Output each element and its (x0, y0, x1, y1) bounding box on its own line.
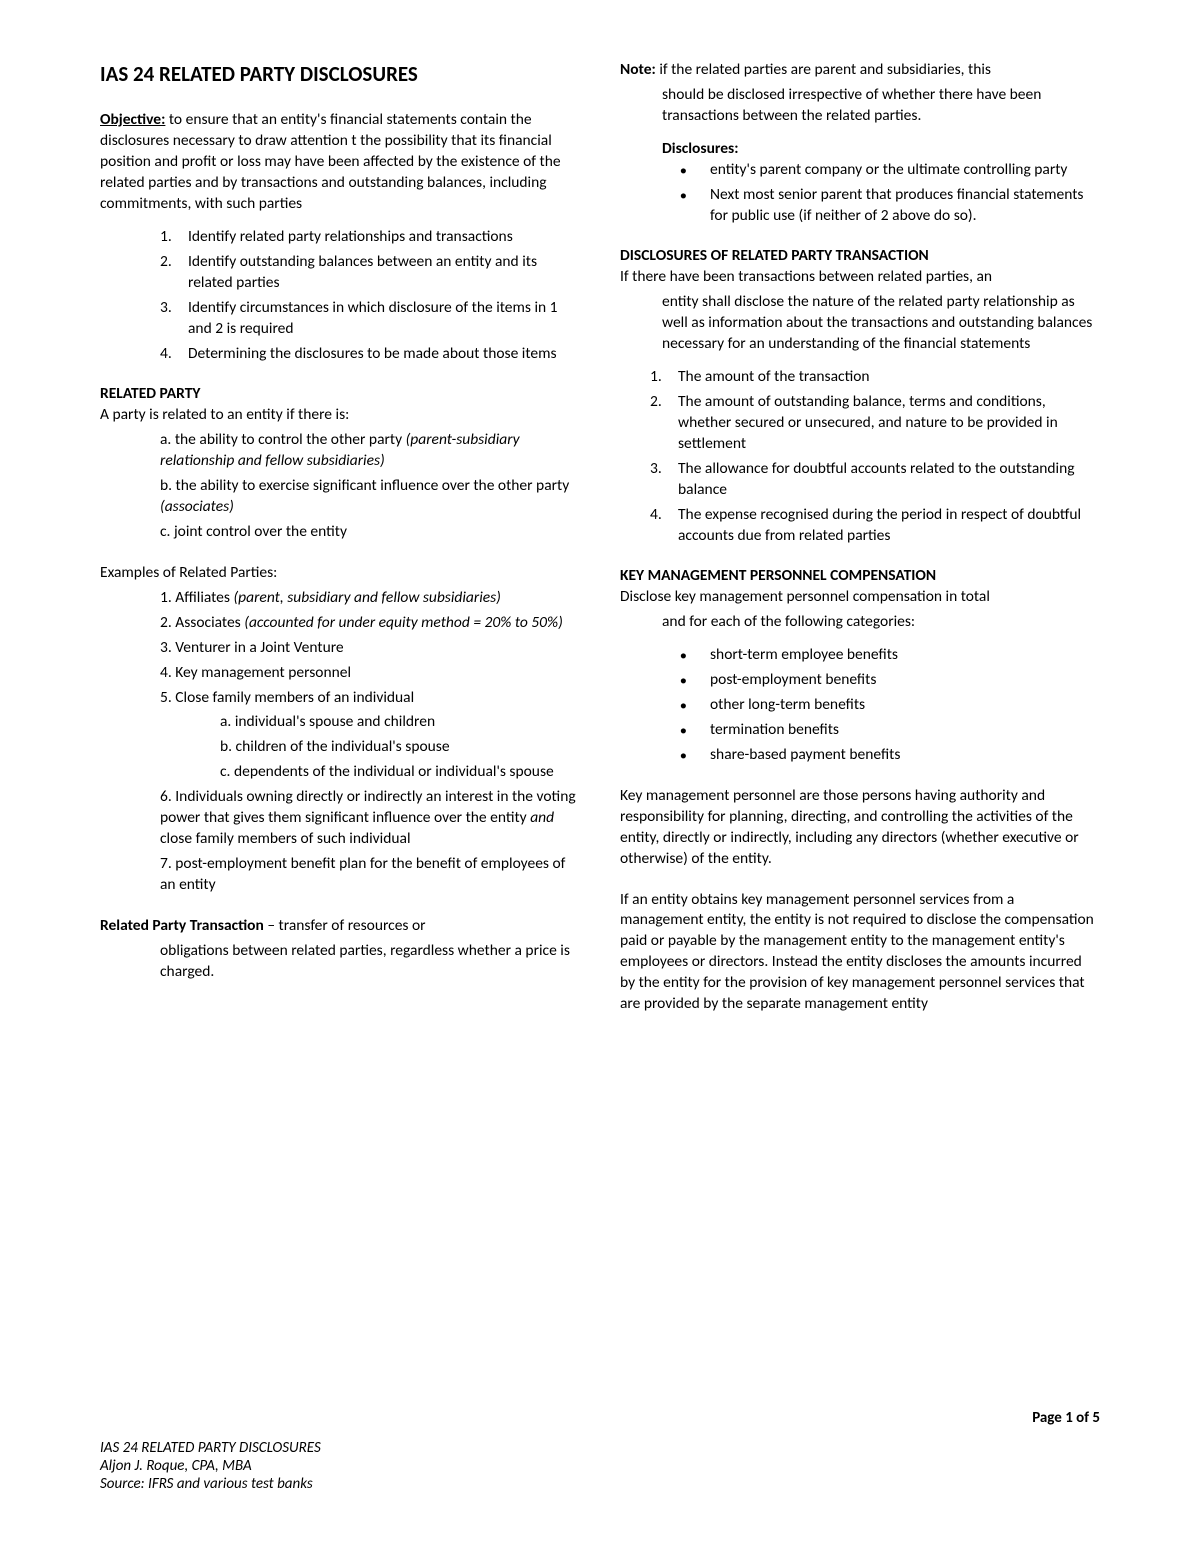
ex1-pre: 1. Affiliates (160, 588, 233, 607)
rp-b-pre: b. the ability to exercise significant i… (160, 476, 569, 495)
rpt-cont: obligations between related parties, reg… (100, 941, 580, 983)
kmpc-heading: KEY MANAGEMENT PERSONNEL COMPENSATION (620, 566, 1100, 587)
examples-heading: Examples of Related Parties: (100, 563, 580, 584)
disclosures-list: entity's parent company or the ultimate … (620, 160, 1100, 227)
objective-item-text: Identify circumstances in which disclosu… (188, 298, 558, 338)
rp-a-pre: a. the ability to control the other part… (160, 430, 406, 449)
objective-item: 4.Determining the disclosures to be made… (160, 344, 580, 365)
note-label: Note: (620, 60, 656, 79)
ex5-sublist: a. individual's spouse and children b. c… (160, 712, 580, 783)
objective-label: Objective: (100, 110, 165, 129)
ex6: 6. Individuals owning directly or indire… (160, 787, 580, 850)
drpt-item-text: The amount of outstanding balance, terms… (678, 392, 1058, 453)
objective-list: 1.Identify related party relationships a… (100, 227, 580, 365)
note-cont: should be disclosed irrespective of whet… (620, 85, 1100, 127)
ex5b: b. children of the individual's spouse (220, 737, 580, 758)
drpt-list: 1.The amount of the transaction 2.The am… (620, 367, 1100, 546)
content-columns: IAS 24 RELATED PARTY DISCLOSURES Objecti… (100, 60, 1100, 1019)
related-party-heading: RELATED PARTY (100, 384, 580, 405)
ex7: 7. post-employment benefit plan for the … (160, 854, 580, 896)
kmpc-item: short-term employee benefits (680, 645, 1100, 666)
rpt-text: – transfer of resources or (264, 916, 426, 935)
page-number: Page 1 of 5 (1032, 1409, 1100, 1427)
disclosure-item: entity's parent company or the ultimate … (680, 160, 1100, 181)
ex2: 2. Associates (accounted for under equit… (160, 613, 580, 634)
disclosures-label: Disclosures: (620, 139, 1100, 160)
ex5c: c. dependents of the individual or indiv… (220, 762, 580, 783)
drpt-heading: DISCLOSURES OF RELATED PARTY TRANSACTION (620, 246, 1100, 267)
objective-item: 1.Identify related party relationships a… (160, 227, 580, 248)
drpt-item-text: The expense recognised during the period… (678, 505, 1081, 545)
footer-l2: Aljon J. Roque, CPA, MBA (100, 1457, 1100, 1475)
footer-l3: Source: IFRS and various test banks (100, 1475, 1100, 1493)
examples-list: 1. Affiliates (parent, subsidiary and fe… (100, 588, 580, 896)
footer-left: IAS 24 RELATED PARTY DISCLOSURES Aljon J… (100, 1439, 1100, 1493)
kmpc-p2: If an entity obtains key management pers… (620, 890, 1100, 1016)
rp-a: a. the ability to control the other part… (160, 430, 580, 472)
drpt-item: 3.The allowance for doubtful accounts re… (650, 459, 1100, 501)
rp-c: c. joint control over the entity (160, 522, 580, 543)
kmpc-item: termination benefits (680, 720, 1100, 741)
drpt-intro-l1: If there have been transactions between … (620, 267, 1100, 288)
rpt-para: Related Party Transaction – transfer of … (100, 916, 580, 937)
kmpc-intro-l1: Disclose key management personnel compen… (620, 587, 1100, 608)
kmpc-list: short-term employee benefits post-employ… (620, 645, 1100, 766)
rpt-label: Related Party Transaction (100, 916, 264, 935)
ex1: 1. Affiliates (parent, subsidiary and fe… (160, 588, 580, 609)
objective-item: 2.Identify outstanding balances between … (160, 252, 580, 294)
disclosure-item: Next most senior parent that produces fi… (680, 185, 1100, 227)
rp-b-italic: (associates) (160, 497, 234, 516)
objective-text: to ensure that an entity's financial sta… (100, 110, 561, 213)
ex5: 5. Close family members of an individual (160, 688, 580, 709)
right-column: Note: if the related parties are parent … (620, 60, 1100, 1019)
ex2-pre: 2. Associates (160, 613, 244, 632)
drpt-item: 1.The amount of the transaction (650, 367, 1100, 388)
ex3: 3. Venturer in a Joint Venture (160, 638, 580, 659)
ex4: 4. Key management personnel (160, 663, 580, 684)
drpt-intro-l2: entity shall disclose the nature of the … (620, 292, 1100, 355)
ex6-italic: and (530, 808, 554, 827)
related-party-conditions: a. the ability to control the other part… (100, 430, 580, 543)
kmpc-item: post-employment benefits (680, 670, 1100, 691)
objective-item: 3.Identify circumstances in which disclo… (160, 298, 580, 340)
kmpc-intro-l2: and for each of the following categories… (620, 612, 1100, 633)
ex2-italic: (accounted for under equity method = 20%… (244, 613, 563, 632)
left-column: IAS 24 RELATED PARTY DISCLOSURES Objecti… (100, 60, 580, 1019)
drpt-item: 4.The expense recognised during the peri… (650, 505, 1100, 547)
ex6-post: close family members of such individual (160, 829, 411, 848)
rp-b: b. the ability to exercise significant i… (160, 476, 580, 518)
document-title: IAS 24 RELATED PARTY DISCLOSURES (100, 60, 580, 88)
kmpc-p1: Key management personnel are those perso… (620, 786, 1100, 870)
objective-item-text: Identify related party relationships and… (188, 227, 513, 246)
drpt-item-text: The amount of the transaction (678, 367, 870, 386)
drpt-item: 2.The amount of outstanding balance, ter… (650, 392, 1100, 455)
objective-para: Objective: to ensure that an entity's fi… (100, 110, 580, 215)
ex6-pre: 6. Individuals owning directly or indire… (160, 787, 576, 827)
objective-item-text: Determining the disclosures to be made a… (188, 344, 557, 363)
kmpc-item: other long-term benefits (680, 695, 1100, 716)
footer: Page 1 of 5 IAS 24 RELATED PARTY DISCLOS… (100, 1439, 1100, 1493)
ex5a: a. individual's spouse and children (220, 712, 580, 733)
footer-l1: IAS 24 RELATED PARTY DISCLOSURES (100, 1439, 1100, 1457)
related-party-intro: A party is related to an entity if there… (100, 405, 580, 426)
drpt-item-text: The allowance for doubtful accounts rela… (678, 459, 1075, 499)
objective-item-text: Identify outstanding balances between an… (188, 252, 537, 292)
kmpc-item: share-based payment benefits (680, 745, 1100, 766)
note-para: Note: if the related parties are parent … (620, 60, 1100, 81)
note-text: if the related parties are parent and su… (656, 60, 991, 79)
ex1-italic: (parent, subsidiary and fellow subsidiar… (233, 588, 500, 607)
